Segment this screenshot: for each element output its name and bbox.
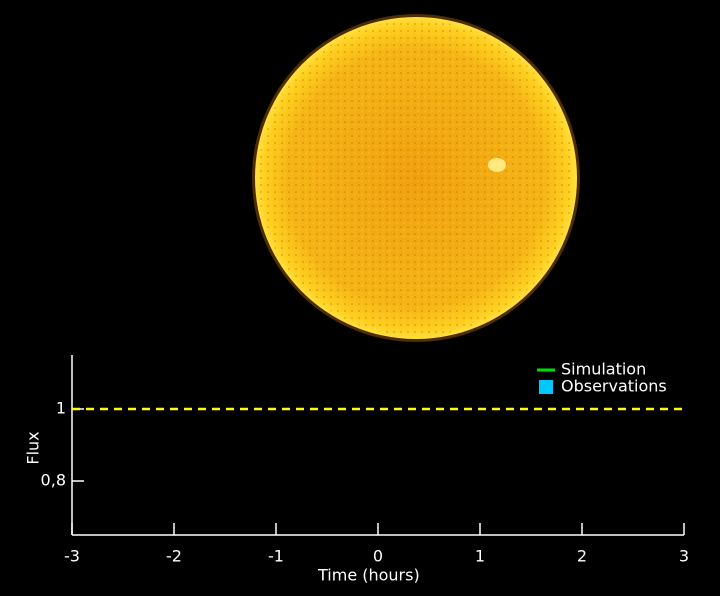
y-tick-label: 1 [56, 399, 66, 418]
y-axis-label: Flux [24, 431, 43, 464]
legend-label: Observations [561, 377, 667, 396]
x-tick-label: -2 [166, 547, 182, 566]
x-tick-label: 0 [373, 547, 383, 566]
x-tick-label: -1 [268, 547, 284, 566]
x-tick-label: -3 [64, 547, 80, 566]
x-tick-label: 1 [475, 547, 485, 566]
legend-label: Simulation [561, 360, 646, 379]
y-tick-label: 0,8 [41, 471, 66, 490]
x-tick-label: 2 [577, 547, 587, 566]
x-axis-label: Time (hours) [317, 566, 420, 585]
legend-swatch [539, 380, 553, 394]
sun-image [252, 14, 580, 342]
x-tick-label: 3 [679, 547, 689, 566]
